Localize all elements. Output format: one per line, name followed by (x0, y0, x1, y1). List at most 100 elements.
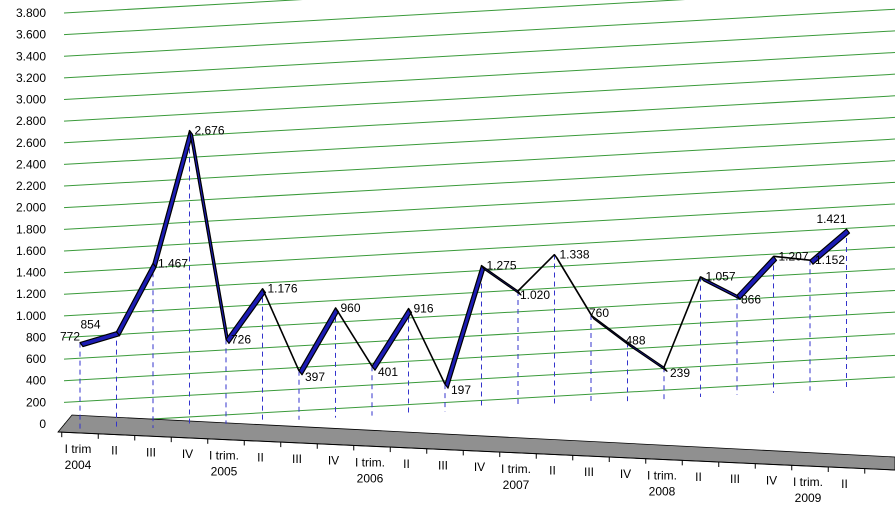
gridline (63, 138, 895, 187)
x-tick-label: I trim. 2005 (209, 449, 239, 479)
x-tick-label: III (584, 465, 594, 479)
data-label: 488 (626, 333, 646, 347)
data-label: 916 (414, 301, 434, 315)
data-label: 1.176 (268, 282, 298, 296)
data-label: 866 (741, 292, 761, 306)
x-tick-label: III (292, 452, 302, 466)
y-tick-label: 3.800 (16, 6, 46, 20)
gridline (63, 0, 686, 36)
x-tick-label: IV (620, 467, 631, 481)
data-label: 772 (60, 330, 80, 344)
series-segment (444, 264, 486, 389)
x-tick-label: I trim. 2009 (793, 475, 823, 505)
data-label: 960 (341, 301, 361, 315)
y-tick-label: 400 (26, 374, 46, 388)
gridline (63, 203, 895, 252)
data-label: 854 (81, 318, 101, 332)
x-tick-label: II (695, 470, 702, 484)
data-label: 397 (305, 370, 325, 384)
x-tick-label: I trim 2004 (65, 442, 92, 472)
series-segment (225, 287, 267, 344)
gridline (63, 333, 895, 382)
y-tick-label: 200 (26, 395, 46, 409)
y-tick-label: 2.000 (16, 201, 46, 215)
x-tick-label: I trim. 2007 (501, 462, 531, 492)
data-label: 1.152 (815, 253, 845, 267)
y-axis-ticks: 0 200 400 600 800 1.000 1.200 1.400 1.600 1.800 2.… (16, 6, 46, 431)
data-series (79, 129, 851, 389)
data-label: 239 (670, 366, 690, 380)
y-tick-label: 3.400 (16, 49, 46, 63)
series-segment (517, 253, 556, 292)
data-label: 401 (378, 365, 398, 379)
x-tick-label: I trim. 2008 (647, 469, 677, 499)
gridline (63, 376, 895, 425)
series-segment (371, 307, 413, 371)
gridline (63, 354, 895, 403)
gridline (63, 160, 895, 209)
y-tick-label: 1.000 (16, 309, 46, 323)
series-segment (115, 262, 157, 337)
data-label: 726 (231, 332, 251, 346)
series-segment (663, 276, 702, 368)
x-tick-label: IV (182, 447, 193, 461)
data-label: 1.275 (487, 258, 517, 272)
series-segment (480, 264, 522, 296)
gridline (63, 289, 895, 338)
y-tick-label: 3.600 (16, 28, 46, 42)
x-tick-label: II (257, 450, 264, 464)
x-tick-label: IV (328, 454, 339, 468)
y-tick-label: 600 (26, 352, 46, 366)
x-tick-label: II (111, 444, 118, 458)
x-tick-label: I trim. 2006 (355, 455, 385, 485)
series-segment (809, 228, 851, 265)
gridline (63, 30, 895, 79)
gridline (63, 181, 895, 230)
series-segment (188, 129, 230, 344)
data-label: 1.057 (706, 270, 736, 284)
x-tick-label: II (549, 464, 556, 478)
x-tick-label: III (438, 459, 448, 473)
gridline (63, 116, 895, 165)
series-segment (79, 331, 121, 348)
data-label: 1.020 (520, 288, 550, 302)
drop-lines (79, 130, 847, 433)
series-segment (152, 129, 194, 268)
data-label: 760 (589, 306, 609, 320)
gridlines (63, 0, 895, 425)
y-tick-label: 2.800 (16, 114, 46, 128)
series-segment (773, 255, 811, 262)
y-tick-label: 1.600 (16, 244, 46, 258)
data-label: 1.421 (817, 212, 847, 226)
y-tick-label: 3.000 (16, 93, 46, 107)
series-segment (736, 255, 778, 300)
y-tick-label: 3.200 (16, 71, 46, 85)
y-tick-label: 1.400 (16, 266, 46, 280)
series-segment (261, 288, 300, 372)
gridline (63, 95, 895, 144)
x-tick-label: III (730, 472, 740, 486)
x-tick-label: IV (474, 460, 485, 474)
gridline (63, 52, 895, 101)
chart-floor (57, 414, 895, 474)
gridline (63, 311, 895, 360)
series-segment (407, 308, 446, 385)
data-label: 1.207 (779, 249, 809, 263)
y-tick-label: 0 (39, 417, 46, 431)
x-tick-label: II (841, 477, 848, 491)
y-tick-label: 1.200 (16, 287, 46, 301)
gridline (63, 225, 895, 274)
gridline (63, 0, 303, 14)
data-label: 2.676 (195, 123, 225, 137)
gridline (63, 73, 895, 122)
series-segment (298, 307, 340, 376)
y-tick-label: 1.800 (16, 222, 46, 236)
data-label: 1.338 (560, 248, 590, 262)
y-tick-label: 2.200 (16, 179, 46, 193)
y-tick-label: 2.400 (16, 157, 46, 171)
data-label: 1.467 (158, 256, 188, 270)
series-segment (334, 307, 373, 367)
x-tick-label: II (403, 457, 410, 471)
